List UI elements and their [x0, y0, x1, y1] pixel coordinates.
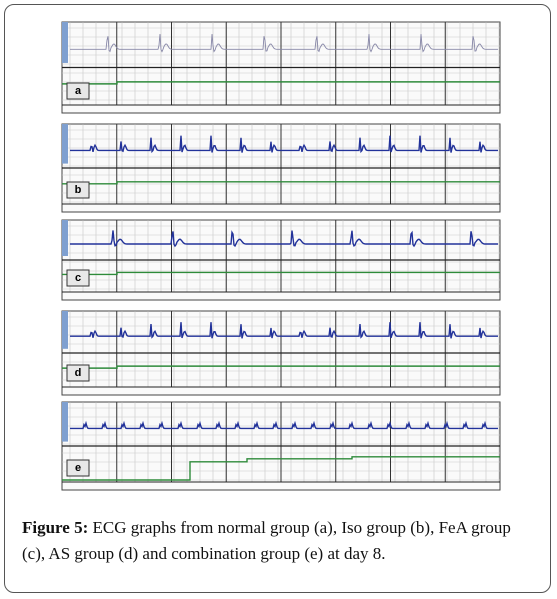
panel-label: d [75, 367, 82, 379]
panel-label-box [66, 181, 90, 199]
figure-frame [4, 4, 551, 593]
panel-label: e [75, 462, 81, 474]
ecg-trace [70, 34, 498, 53]
panel-label-box [66, 459, 90, 477]
caption-text: ECG graphs from normal group (a), Iso gr… [22, 518, 511, 563]
channel-strip [62, 124, 68, 164]
ecg-trace [70, 420, 498, 430]
channel-strip [62, 22, 68, 63]
caption: Figure 5: ECG graphs from normal group (… [22, 515, 537, 567]
panel-label-box [66, 364, 90, 382]
panel-label: b [75, 184, 82, 196]
ecg-figure: a b c d e [61, 21, 501, 491]
channel-strip [62, 311, 68, 349]
ecg-trace [70, 135, 498, 154]
panel-label-box [66, 82, 90, 100]
channel-strip [62, 402, 68, 442]
ecg-trace [70, 322, 498, 339]
secondary-trace [62, 456, 500, 481]
caption-label: Figure 5: [22, 518, 89, 537]
panel-label-box [66, 269, 90, 287]
channel-strip [62, 220, 68, 256]
ecg-trace [70, 230, 498, 248]
panel-label: c [75, 272, 81, 284]
panel-label: a [75, 85, 82, 97]
